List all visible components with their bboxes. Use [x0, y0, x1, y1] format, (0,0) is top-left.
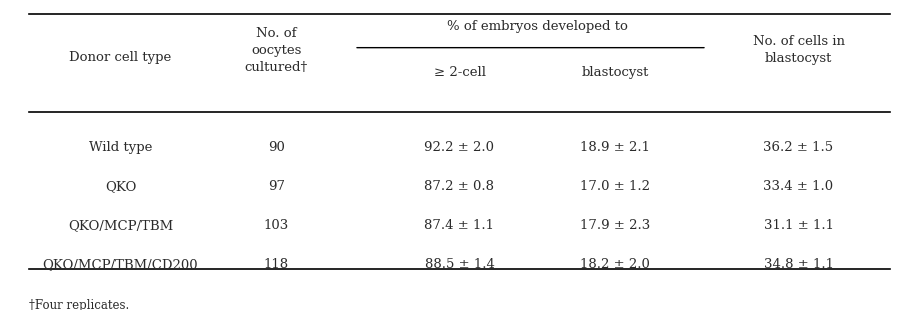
- Text: 90: 90: [267, 141, 285, 154]
- Text: 34.8 ± 1.1: 34.8 ± 1.1: [764, 259, 834, 272]
- Text: †Four replicates.: †Four replicates.: [28, 299, 130, 310]
- Text: 103: 103: [264, 219, 289, 232]
- Text: Donor cell type: Donor cell type: [69, 51, 172, 64]
- Text: 87.2 ± 0.8: 87.2 ± 0.8: [425, 180, 494, 193]
- Text: QKO/MCP/TBM: QKO/MCP/TBM: [68, 219, 173, 232]
- Text: 31.1 ± 1.1: 31.1 ± 1.1: [764, 219, 834, 232]
- Text: Wild type: Wild type: [89, 141, 153, 154]
- Text: 36.2 ± 1.5: 36.2 ± 1.5: [764, 141, 834, 154]
- Text: 97: 97: [267, 180, 285, 193]
- Text: 92.2 ± 2.0: 92.2 ± 2.0: [425, 141, 494, 154]
- Text: 18.9 ± 2.1: 18.9 ± 2.1: [580, 141, 651, 154]
- Text: QKO: QKO: [105, 180, 136, 193]
- Text: 17.9 ± 2.3: 17.9 ± 2.3: [580, 219, 651, 232]
- Text: 18.2 ± 2.0: 18.2 ± 2.0: [580, 259, 651, 272]
- Text: QKO/MCP/TBM/CD200: QKO/MCP/TBM/CD200: [42, 259, 199, 272]
- Text: 17.0 ± 1.2: 17.0 ± 1.2: [580, 180, 651, 193]
- Text: No. of
oocytes
cultured†: No. of oocytes cultured†: [244, 27, 308, 74]
- Text: blastocyst: blastocyst: [582, 66, 649, 79]
- Text: 87.4 ± 1.1: 87.4 ± 1.1: [425, 219, 494, 232]
- Text: ≥ 2-cell: ≥ 2-cell: [434, 66, 485, 79]
- Text: 88.5 ± 1.4: 88.5 ± 1.4: [425, 259, 494, 272]
- Text: No. of cells in
blastocyst: No. of cells in blastocyst: [753, 35, 845, 65]
- Text: 118: 118: [264, 259, 289, 272]
- Text: 33.4 ± 1.0: 33.4 ± 1.0: [764, 180, 834, 193]
- Text: % of embryos developed to: % of embryos developed to: [447, 20, 628, 33]
